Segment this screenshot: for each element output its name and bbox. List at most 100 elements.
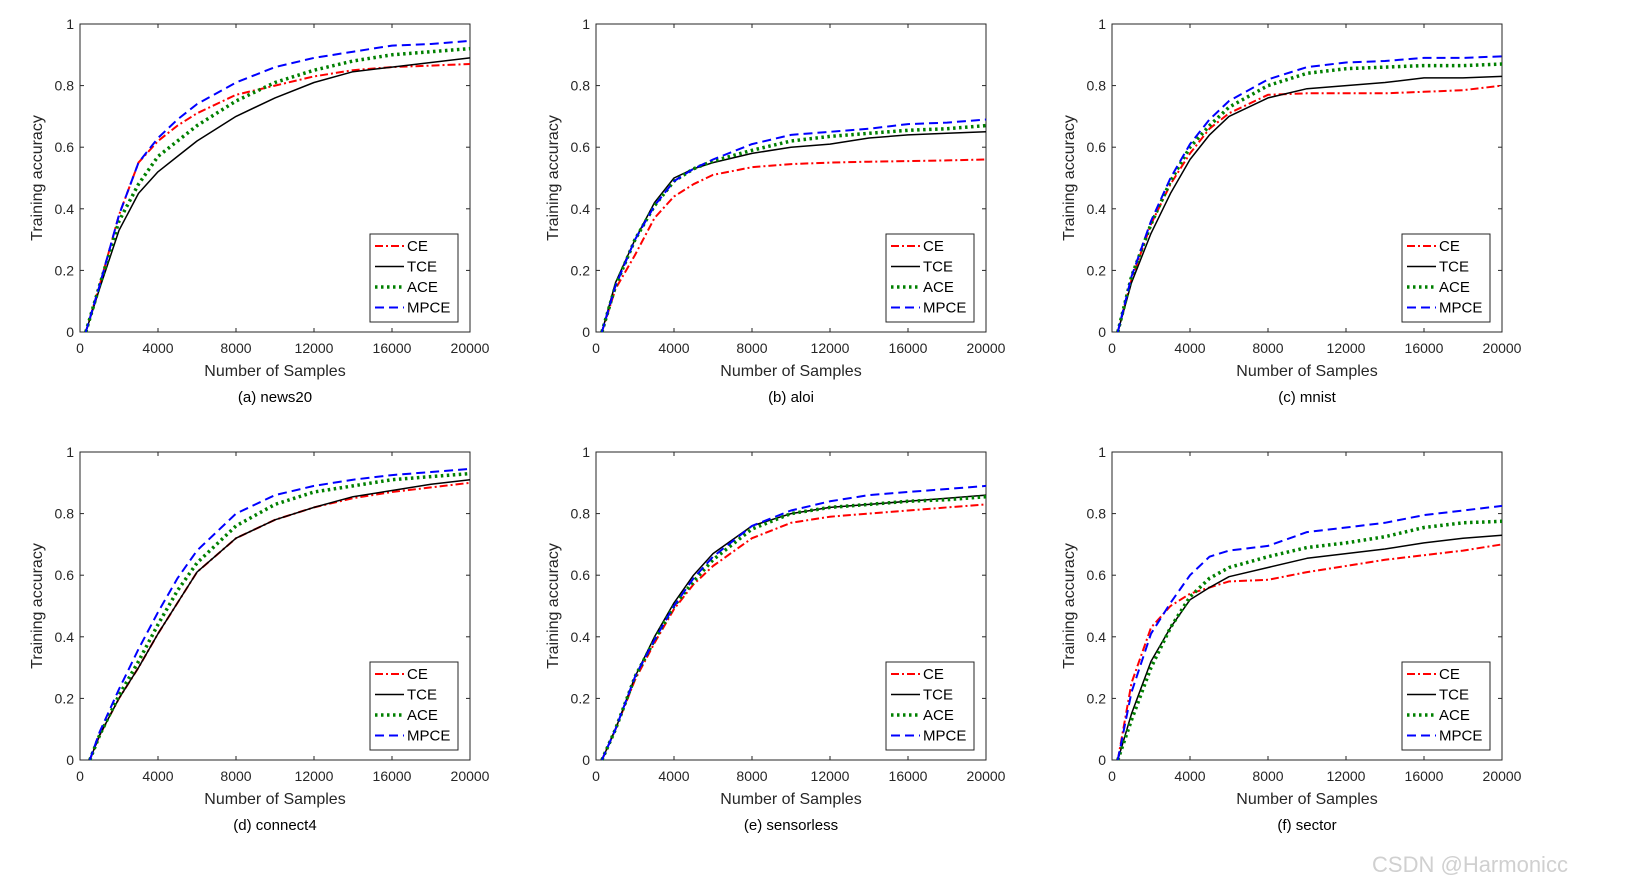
series-line-mpce: [1116, 55, 1503, 333]
y-tick-label: 0.8: [55, 506, 75, 522]
x-tick-label: 16000: [1405, 768, 1444, 784]
x-tick-label: 20000: [1483, 768, 1522, 784]
y-tick-label: 0.8: [1087, 78, 1107, 94]
legend-box: [1401, 233, 1491, 323]
x-tick-label: 4000: [1174, 768, 1205, 784]
legend-label: TCE: [407, 259, 437, 276]
legend-box: [885, 233, 975, 323]
y-tick-label: 0.2: [1087, 262, 1107, 278]
legend-box: [1401, 661, 1491, 751]
series-line-mpce: [84, 39, 471, 333]
x-tick-label: 16000: [373, 340, 412, 356]
legend-box: [369, 661, 459, 751]
y-tick-label: 0.8: [571, 78, 591, 94]
x-tick-label: 4000: [658, 340, 689, 356]
y-tick-label: 0: [582, 752, 590, 768]
y-tick-label: 1: [66, 16, 74, 32]
x-tick-label: 0: [76, 340, 84, 356]
y-tick-label: 0.4: [1087, 201, 1107, 217]
x-tick-label: 12000: [295, 768, 334, 784]
legend-label: CE: [407, 666, 428, 683]
y-tick-label: 0.2: [1087, 690, 1107, 706]
subplot-caption: (e) sensorless: [744, 817, 838, 834]
x-axis-label: Number of Samples: [720, 791, 861, 808]
subplot-1: 0 4000 8000 12000 16000 20000 0 0.2 0.4 0.6 0.8 1 Nu…: [29, 16, 490, 406]
x-tick-label: 4000: [142, 768, 173, 784]
y-tick-label: 1: [66, 444, 74, 460]
legend-label: ACE: [1439, 279, 1470, 296]
legend-label: TCE: [923, 687, 953, 704]
y-tick-label: 0.6: [55, 567, 75, 583]
y-tick-label: 0.6: [571, 139, 591, 155]
x-tick-label: 8000: [220, 340, 251, 356]
x-tick-label: 0: [592, 768, 600, 784]
x-tick-label: 8000: [736, 768, 767, 784]
x-tick-label: 12000: [811, 768, 850, 784]
series-line-tce: [1117, 75, 1503, 333]
legend-label: CE: [1439, 238, 1460, 255]
legend-label: CE: [407, 238, 428, 255]
legend-label: CE: [923, 666, 944, 683]
y-tick-label: 0.6: [1087, 139, 1107, 155]
y-axis-label: Training accuracy: [545, 115, 562, 241]
x-tick-label: 0: [1108, 340, 1116, 356]
legend-label: CE: [923, 238, 944, 255]
legend: CE TCE ACE MPCE: [369, 233, 459, 323]
legend-label: MPCE: [407, 300, 450, 317]
series-line-mpce: [88, 467, 471, 761]
subplot-caption: (a) news20: [238, 389, 312, 406]
x-axis-label: Number of Samples: [720, 363, 861, 380]
legend-label: ACE: [1439, 707, 1470, 724]
y-tick-label: 1: [582, 16, 590, 32]
legend: CE TCE ACE MPCE: [885, 233, 975, 323]
subplot-caption: (b) aloi: [768, 389, 814, 406]
x-tick-label: 12000: [811, 340, 850, 356]
x-tick-label: 16000: [373, 768, 412, 784]
x-tick-label: 20000: [967, 340, 1006, 356]
x-tick-label: 8000: [736, 340, 767, 356]
y-tick-label: 0.2: [571, 690, 591, 706]
legend-label: TCE: [407, 687, 437, 704]
y-tick-label: 0.2: [55, 690, 75, 706]
series-line-ace: [1116, 62, 1503, 333]
y-tick-label: 0.4: [55, 629, 75, 645]
legend: CE TCE ACE MPCE: [1401, 233, 1491, 323]
legend: CE TCE ACE MPCE: [885, 661, 975, 751]
y-tick-label: 0.8: [571, 506, 591, 522]
subplot-6: 0 4000 8000 12000 16000 20000 0 0.2 0.4 0.6 0.8 1 Nu…: [1061, 444, 1522, 834]
y-tick-label: 0.6: [571, 567, 591, 583]
x-tick-label: 4000: [658, 768, 689, 784]
x-axis-label: Number of Samples: [1236, 363, 1377, 380]
y-tick-label: 0.6: [55, 139, 75, 155]
subplot-3: 0 4000 8000 12000 16000 20000 0 0.2 0.4 0.6 0.8 1 Nu…: [1061, 16, 1522, 406]
x-tick-label: 20000: [451, 340, 490, 356]
x-tick-label: 8000: [1252, 768, 1283, 784]
legend-label: MPCE: [1439, 728, 1482, 745]
legend-label: TCE: [1439, 259, 1469, 276]
x-tick-label: 12000: [295, 340, 334, 356]
legend-box: [885, 661, 975, 751]
legend-label: MPCE: [923, 300, 966, 317]
y-tick-label: 0.4: [571, 629, 591, 645]
x-tick-label: 20000: [1483, 340, 1522, 356]
x-tick-label: 20000: [967, 768, 1006, 784]
y-axis-label: Training accuracy: [29, 543, 46, 669]
x-axis-label: Number of Samples: [204, 363, 345, 380]
y-tick-label: 0: [1098, 752, 1106, 768]
legend-label: MPCE: [923, 728, 966, 745]
subplot-4: 0 4000 8000 12000 16000 20000 0 0.2 0.4 0.6 0.8 1 Nu…: [29, 444, 490, 834]
x-tick-label: 4000: [1174, 340, 1205, 356]
series-line-ace: [600, 494, 987, 761]
y-tick-label: 1: [1098, 444, 1106, 460]
x-tick-label: 16000: [889, 340, 928, 356]
series-line-ace: [84, 46, 471, 333]
series-line-ce: [600, 158, 987, 333]
y-tick-label: 0.8: [55, 78, 75, 94]
series-line-mpce: [600, 484, 987, 761]
y-axis-label: Training accuracy: [1061, 543, 1078, 669]
series-line-ce: [1116, 543, 1503, 761]
y-tick-label: 0.4: [1087, 629, 1107, 645]
y-tick-label: 0.4: [55, 201, 75, 217]
x-axis-label: Number of Samples: [1236, 791, 1377, 808]
